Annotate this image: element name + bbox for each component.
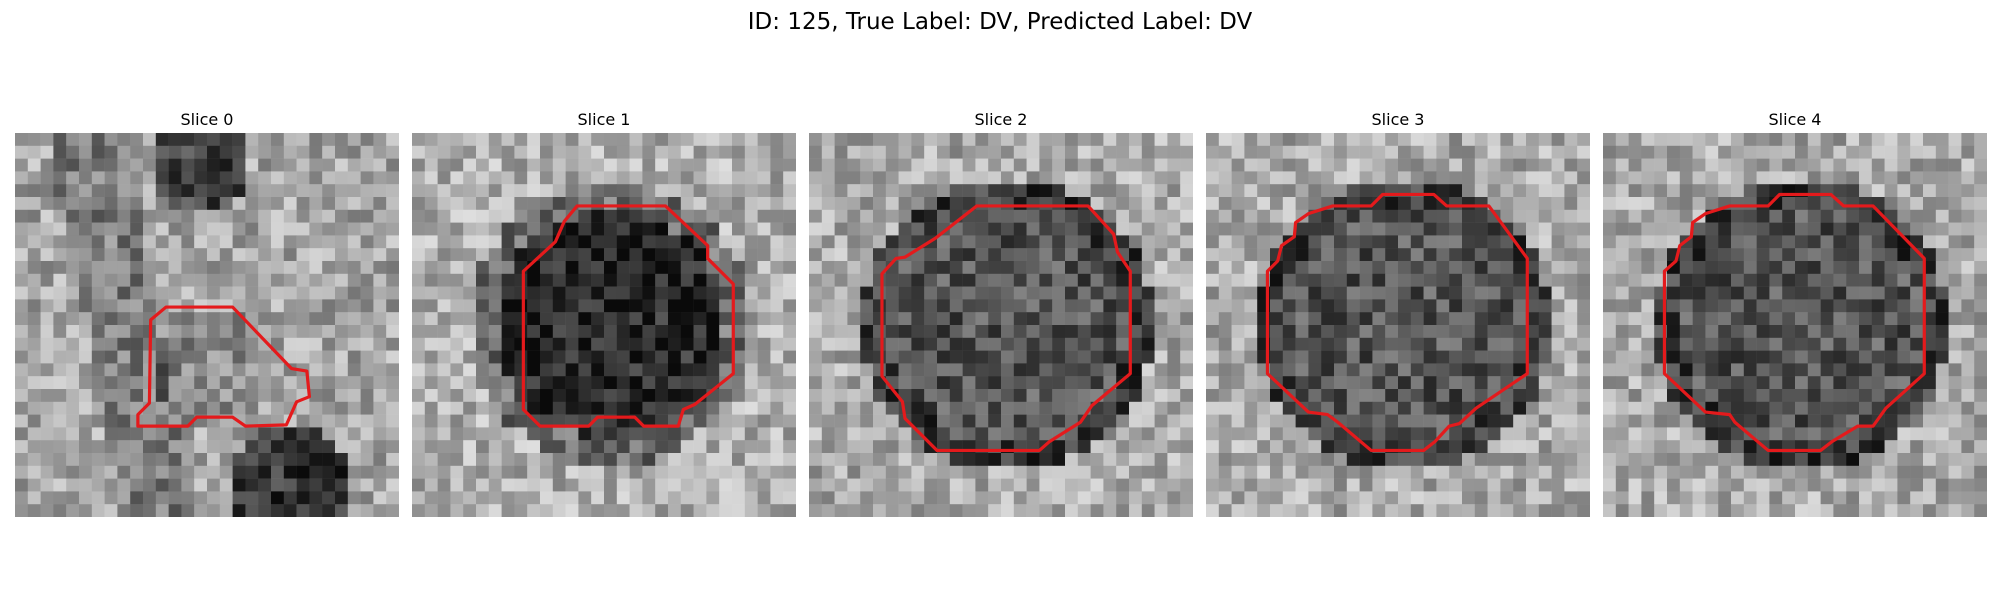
slice-title-0: Slice 0 (180, 110, 234, 129)
slice-title-1: Slice 1 (577, 110, 631, 129)
segmentation-contour-2 (880, 204, 1132, 453)
slice-title-2: Slice 2 (974, 110, 1028, 129)
slice-image-4 (1603, 133, 1987, 517)
figure-title: ID: 125, True Label: DV, Predicted Label… (747, 9, 1253, 35)
slice-title-4: Slice 4 (1768, 110, 1822, 129)
slice-title-3: Slice 3 (1371, 110, 1425, 129)
slice-image-2 (809, 133, 1193, 517)
segmentation-contour-0 (136, 305, 312, 428)
segmentation-contour-3 (1265, 192, 1529, 453)
slice-image-1 (412, 133, 796, 517)
slice-image-0 (15, 133, 399, 517)
slice-image-3 (1206, 133, 1590, 517)
segmentation-contour-1 (521, 204, 735, 428)
segmentation-contour-4 (1662, 192, 1926, 453)
